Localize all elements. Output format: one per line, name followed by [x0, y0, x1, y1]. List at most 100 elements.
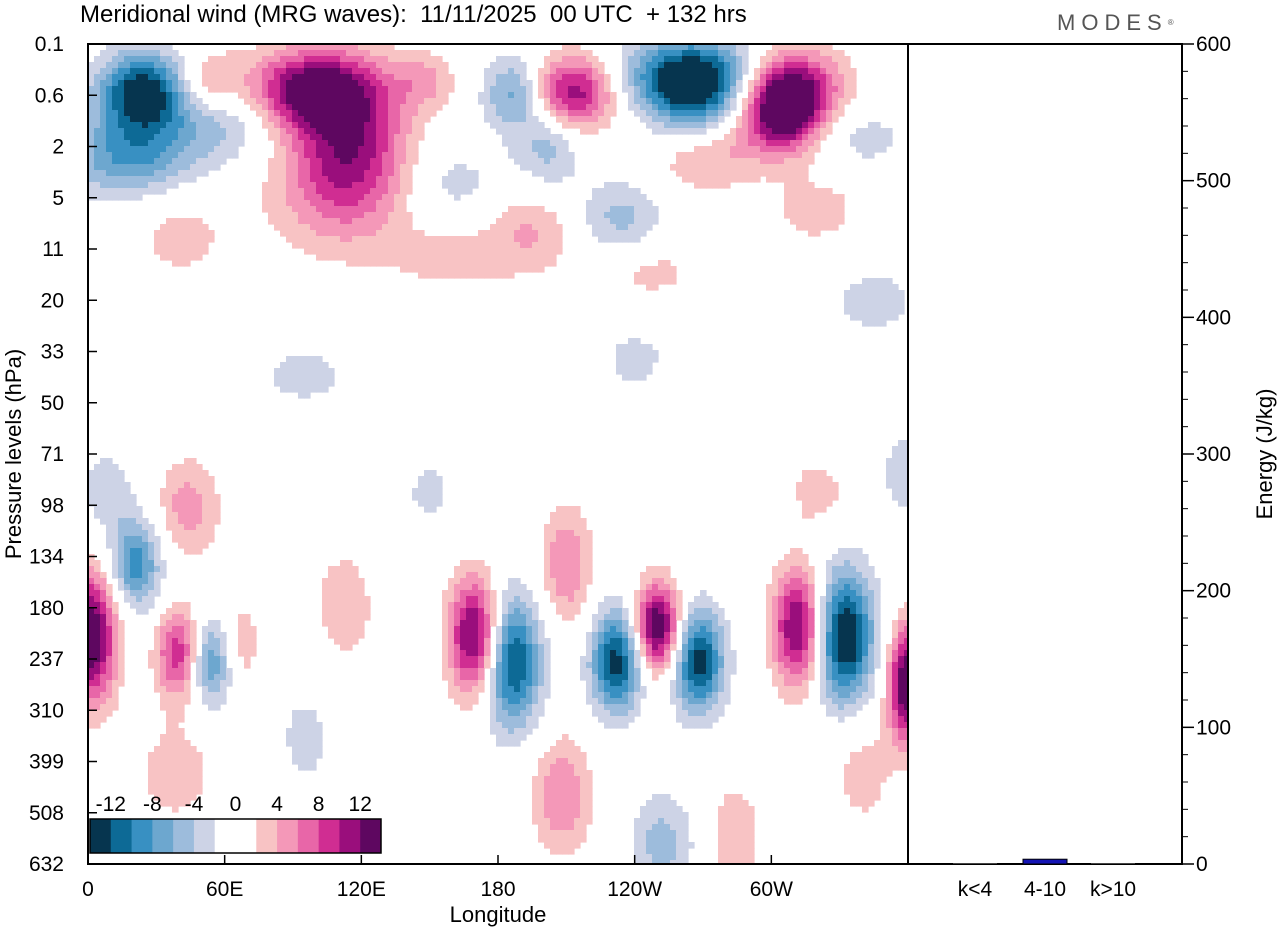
heatmap-cell: [490, 242, 497, 249]
heatmap-cell: [820, 668, 827, 675]
heatmap-cell: [814, 146, 821, 153]
heatmap-cell: [580, 536, 587, 543]
heatmap-cell: [640, 200, 647, 207]
heatmap-cell: [178, 500, 185, 507]
heatmap-cell: [364, 596, 371, 603]
heatmap-cell: [850, 284, 857, 291]
heatmap-cell: [796, 68, 803, 75]
heatmap-cell: [556, 74, 563, 81]
heatmap-cell: [574, 512, 581, 519]
heatmap-cell: [748, 86, 755, 93]
heatmap-cell: [772, 584, 779, 591]
heatmap-cell: [88, 554, 95, 561]
heatmap-cell: [166, 122, 173, 129]
heatmap-cell: [508, 662, 515, 669]
heatmap-cell: [670, 644, 677, 651]
heatmap-cell: [610, 230, 617, 237]
heatmap-cell: [634, 50, 641, 57]
heatmap-cell: [106, 188, 113, 195]
heatmap-cell: [874, 638, 881, 645]
heatmap-cell: [790, 56, 797, 63]
heatmap-cell: [202, 506, 209, 513]
heatmap-cell: [310, 230, 317, 237]
heatmap-cell: [568, 44, 575, 51]
heatmap-cell: [94, 134, 101, 141]
heatmap-cell: [292, 380, 299, 387]
heatmap-cell: [382, 134, 389, 141]
heatmap-cell: [898, 500, 905, 507]
heatmap-cell: [166, 80, 173, 87]
heatmap-cell: [862, 560, 869, 567]
heatmap-cell: [406, 236, 413, 243]
heatmap-cell: [88, 152, 95, 159]
heatmap-cell: [838, 92, 845, 99]
heatmap-cell: [670, 602, 677, 609]
heatmap-cell: [160, 560, 167, 567]
heatmap-cell: [490, 74, 497, 81]
heatmap-cell: [94, 140, 101, 147]
heatmap-cell: [442, 668, 449, 675]
heatmap-cell: [388, 110, 395, 117]
heatmap-cell: [202, 104, 209, 111]
heatmap-cell: [694, 656, 701, 663]
heatmap-cell: [766, 110, 773, 117]
heatmap-cell: [346, 206, 353, 213]
heatmap-cell: [328, 626, 335, 633]
heatmap-cell: [340, 68, 347, 75]
heatmap-cell: [700, 152, 707, 159]
heatmap-cell: [406, 128, 413, 135]
heatmap-cell: [724, 56, 731, 63]
heatmap-cell: [616, 224, 623, 231]
heatmap-cell: [592, 194, 599, 201]
heatmap-cell: [532, 236, 539, 243]
heatmap-cell: [358, 134, 365, 141]
heatmap-cell: [298, 158, 305, 165]
heatmap-cell: [886, 134, 893, 141]
heatmap-cell: [598, 74, 605, 81]
heatmap-cell: [808, 500, 815, 507]
heatmap-cell: [166, 170, 173, 177]
heatmap-cell: [124, 524, 131, 531]
heatmap-cell: [526, 662, 533, 669]
heatmap-cell: [514, 128, 521, 135]
heatmap-cell: [508, 212, 515, 219]
heatmap-cell: [202, 638, 209, 645]
heatmap-cell: [460, 596, 467, 603]
heatmap-cell: [544, 650, 551, 657]
heatmap-cell: [154, 236, 161, 243]
heatmap-cell: [214, 110, 221, 117]
heatmap-cell: [382, 68, 389, 75]
heatmap-cell: [562, 596, 569, 603]
heatmap-cell: [442, 620, 449, 627]
heatmap-cell: [412, 494, 419, 501]
heatmap-cell: [850, 584, 857, 591]
heatmap-cell: [148, 50, 155, 57]
heatmap-cell: [658, 122, 665, 129]
heatmap-cell: [232, 140, 239, 147]
heatmap-cell: [412, 254, 419, 261]
heatmap-cell: [442, 632, 449, 639]
heatmap-cell: [550, 260, 557, 267]
heatmap-cell: [304, 104, 311, 111]
heatmap-cell: [472, 566, 479, 573]
heatmap-cell: [280, 134, 287, 141]
heatmap-cell: [784, 206, 791, 213]
heatmap-cell: [766, 68, 773, 75]
heatmap-cell: [286, 122, 293, 129]
heatmap-cell: [346, 110, 353, 117]
heatmap-cell: [400, 212, 407, 219]
heatmap-cell: [484, 110, 491, 117]
heatmap-cell: [400, 224, 407, 231]
heatmap-cell: [766, 80, 773, 87]
heatmap-cell: [370, 92, 377, 99]
heatmap-cell: [568, 110, 575, 117]
heatmap-cell: [448, 596, 455, 603]
heatmap-cell: [508, 122, 515, 129]
heatmap-cell: [100, 668, 107, 675]
heatmap-cell: [472, 248, 479, 255]
heatmap-cell: [844, 578, 851, 585]
heatmap-cell: [256, 68, 263, 75]
heatmap-cell: [346, 584, 353, 591]
heatmap-cell: [274, 374, 281, 381]
heatmap-cell: [172, 146, 179, 153]
